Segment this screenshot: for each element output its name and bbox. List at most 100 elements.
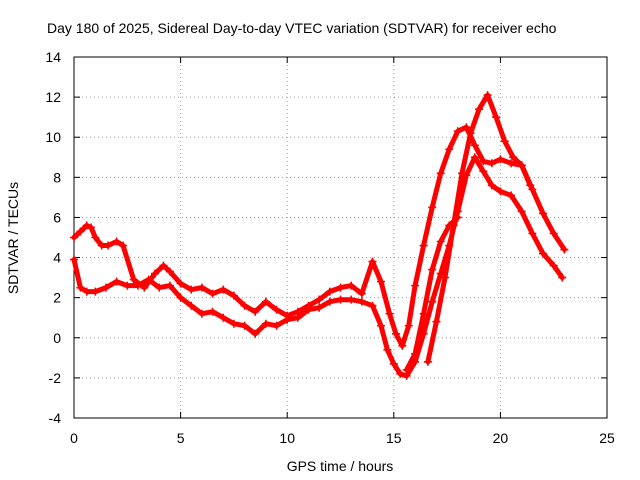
data-point: [251, 307, 260, 316]
data-point: [208, 289, 217, 298]
data-point: [165, 267, 174, 276]
data-point: [87, 223, 96, 232]
x-tick-label: 5: [177, 430, 185, 446]
data-point: [445, 145, 454, 154]
data-point: [208, 307, 217, 316]
data-point: [176, 293, 185, 302]
data-point: [475, 105, 484, 114]
chart-title: Day 180 of 2025, Sidereal Day-to-day VTE…: [47, 20, 557, 36]
x-tick-label: 25: [599, 430, 615, 446]
data-point: [293, 313, 302, 322]
data-point: [436, 169, 445, 178]
data-point: [283, 315, 292, 324]
data-point: [507, 159, 516, 168]
data-point: [391, 329, 400, 338]
data-point: [479, 157, 488, 166]
data-point: [398, 341, 407, 350]
data-point: [539, 209, 548, 218]
data-point: [240, 321, 249, 330]
data-point: [261, 319, 270, 328]
data-point: [432, 317, 441, 326]
data-point: [377, 277, 386, 286]
data-point: [140, 283, 149, 292]
data-point: [347, 295, 356, 304]
y-tick-label: -4: [49, 410, 62, 426]
data-point: [466, 129, 475, 138]
data-point: [487, 159, 496, 168]
data-point: [272, 305, 281, 314]
data-point: [428, 297, 437, 306]
y-tick-label: -2: [49, 370, 62, 386]
data-point: [470, 141, 479, 150]
data-point: [304, 305, 313, 314]
data-point: [76, 227, 85, 236]
data-point: [507, 191, 516, 200]
data-point: [396, 369, 405, 378]
axis-ticks: 0 5 10 15 20 25 -4 -2 0 2 4 6 8 10 12 14: [45, 49, 615, 446]
data-point: [528, 229, 537, 238]
data-point: [385, 309, 394, 318]
data-point: [229, 319, 238, 328]
data-point: [411, 349, 420, 358]
y-tick-label: 10: [45, 129, 61, 145]
y-tick-label: 2: [53, 290, 61, 306]
data-point: [383, 345, 392, 354]
data-point: [368, 301, 377, 310]
data-point: [219, 285, 228, 294]
data-point: [229, 291, 238, 300]
data-point: [428, 203, 437, 212]
y-tick-label: 12: [45, 89, 61, 105]
data-point: [91, 233, 100, 242]
data-point: [419, 309, 428, 318]
data-point: [165, 281, 174, 290]
data-point: [509, 153, 518, 162]
data-point: [517, 207, 526, 216]
data-point: [325, 297, 334, 306]
data-point: [119, 241, 128, 250]
series-trace: [71, 124, 533, 349]
data-point: [151, 269, 160, 278]
data-point: [428, 265, 437, 274]
data-point: [82, 287, 91, 296]
y-tick-label: 6: [53, 209, 61, 225]
data-point: [144, 275, 153, 284]
data-point: [272, 321, 281, 330]
y-tick-label: 14: [45, 49, 61, 65]
data-point: [411, 281, 420, 290]
data-point: [197, 309, 206, 318]
data-point: [101, 283, 110, 292]
data-point: [219, 313, 228, 322]
data-point: [440, 273, 449, 282]
data-point: [423, 357, 432, 366]
data-point: [377, 321, 386, 330]
series-trace: [425, 92, 567, 365]
data-point: [176, 279, 185, 288]
data-point: [458, 169, 467, 178]
data-point: [76, 283, 85, 292]
data-point: [404, 321, 413, 330]
data-point: [500, 137, 509, 146]
data-point: [419, 241, 428, 250]
data-point: [133, 281, 142, 290]
data-point: [492, 113, 501, 122]
data-point: [104, 241, 113, 250]
data-point: [462, 123, 471, 132]
data-point: [315, 295, 324, 304]
data-marks: [70, 91, 569, 380]
data-point: [487, 181, 496, 190]
data-point: [483, 91, 492, 100]
data-point: [368, 257, 377, 266]
data-point: [402, 365, 411, 374]
data-point: [496, 155, 505, 164]
grid: [74, 57, 607, 418]
data-point: [539, 249, 548, 258]
data-point: [261, 297, 270, 306]
data-point: [336, 295, 345, 304]
plot-frame: [73, 56, 608, 419]
data-point: [112, 277, 121, 286]
data-point: [82, 221, 91, 230]
data-point: [496, 187, 505, 196]
data-point: [187, 301, 196, 310]
x-tick-label: 0: [70, 430, 78, 446]
